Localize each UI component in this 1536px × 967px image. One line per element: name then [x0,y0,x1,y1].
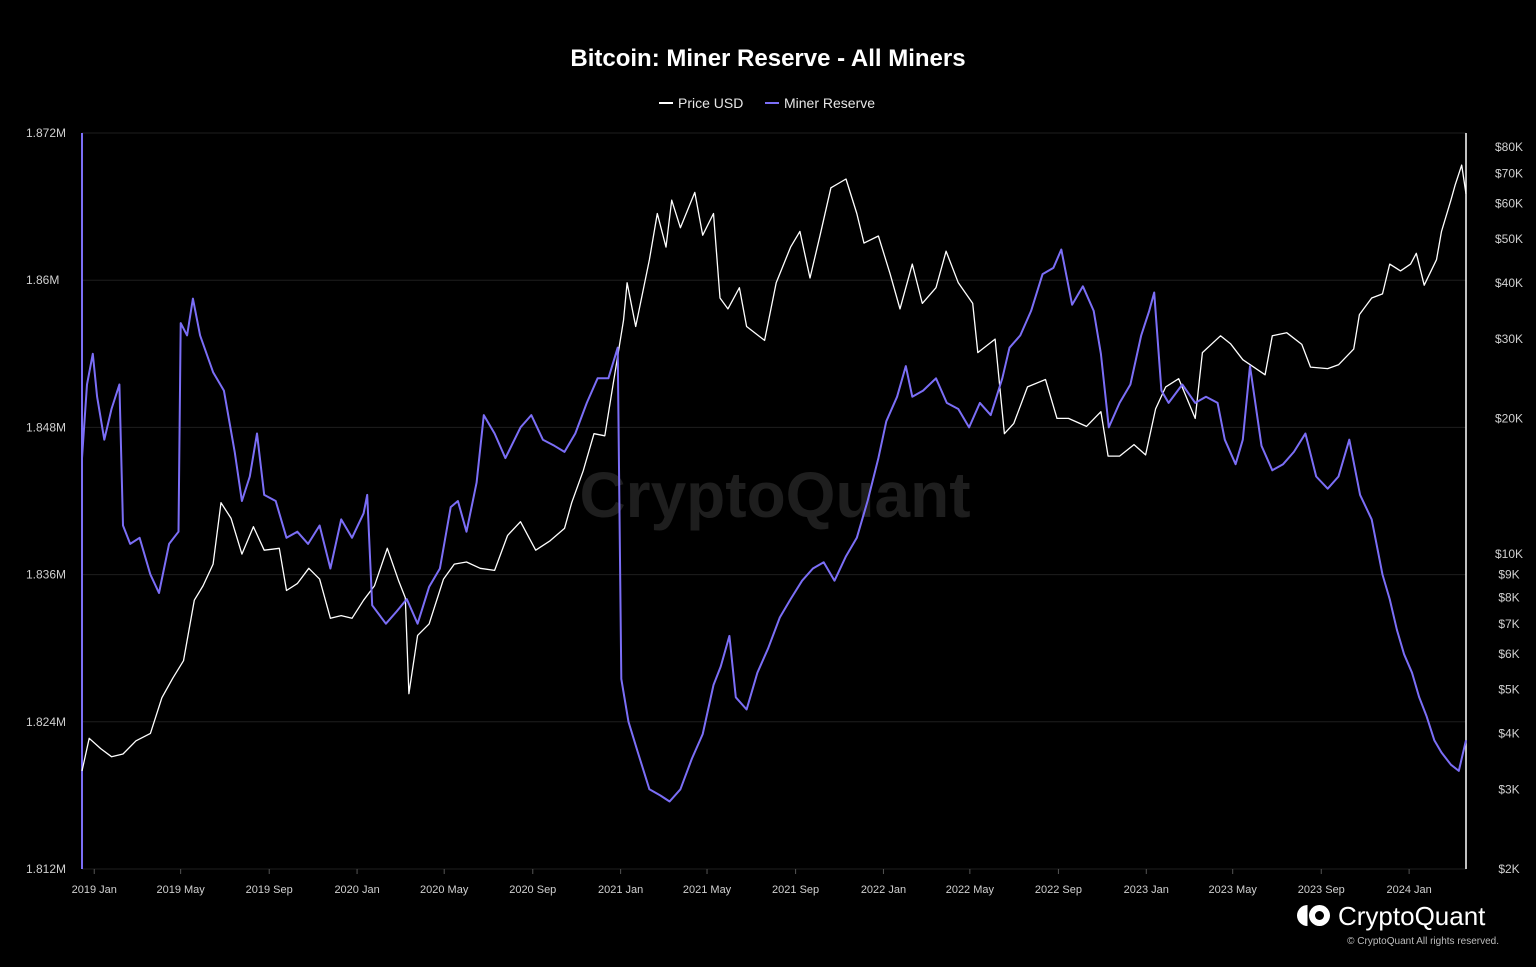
right-tick-label: $8K [1498,591,1519,605]
brand: CryptoQuant © CryptoQuant All rights res… [1297,901,1499,947]
right-tick-label: $7K [1498,617,1519,631]
x-tick-label: 2021 May [683,884,732,896]
left-tick-label: 1.812M [26,862,66,876]
x-tick-label: 2023 Jan [1124,884,1169,896]
copyright: © CryptoQuant All rights reserved. [1347,936,1499,947]
right-tick-label: $40K [1495,276,1523,290]
x-tick-label: 2023 May [1209,884,1258,896]
left-tick-label: 1.824M [26,715,66,729]
right-tick-label: $9K [1498,568,1519,582]
left-tick-label: 1.848M [26,420,66,434]
legend: Price USD Miner Reserve [659,95,875,111]
x-tick-label: 2021 Sep [772,884,819,896]
x-tick-label: 2019 Jan [72,884,117,896]
right-tick-label: $4K [1498,726,1519,740]
left-tick-label: 1.836M [26,568,66,582]
right-tick-label: $60K [1495,196,1523,210]
series-line-miner-reserve [81,248,1467,803]
series-layer [81,164,1467,803]
left-tick-label: 1.86M [26,273,59,287]
x-tick-label: 2020 May [420,884,469,896]
x-tick-label: 2020 Sep [509,884,556,896]
right-tick-label: $2K [1498,862,1519,876]
right-tick-label: $10K [1495,547,1523,561]
x-tick-label: 2023 Sep [1298,884,1345,896]
right-tick-label: $3K [1498,783,1519,797]
left-tick-label: 1.872M [26,126,66,140]
left-axis-ticks: 1.812M 1.824M 1.836M 1.848M 1.86M 1.872M [26,126,66,876]
x-tick-label: 2021 Jan [598,884,643,896]
cryptoquant-logo-icon [1297,905,1330,926]
brand-name: CryptoQuant [1338,901,1486,931]
right-tick-label: $5K [1498,683,1519,697]
x-tick-label: 2024 Jan [1386,884,1431,896]
legend-label-miner-reserve: Miner Reserve [784,95,875,111]
chart-title: Bitcoin: Miner Reserve - All Miners [570,45,965,72]
right-tick-label: $50K [1495,232,1523,246]
series-line-price-usd [81,164,1467,772]
right-tick-label: $6K [1498,647,1519,661]
right-tick-label: $20K [1495,411,1523,425]
right-tick-label: $70K [1495,166,1523,180]
x-tick-label: 2019 Sep [246,884,293,896]
right-tick-label: $80K [1495,140,1523,154]
x-axis-ticks: 2019 Jan 2019 May 2019 Sep 2020 Jan 2020 May… [72,869,1432,896]
x-tick-label: 2022 Jan [861,884,906,896]
legend-label-price: Price USD [678,95,743,111]
gridlines [82,132,1466,870]
right-axis-ticks: $2K $3K $4K $5K $6K $7K $8K $9K $10K $20K $30K $40K… [1495,140,1523,876]
x-tick-label: 2022 May [946,884,995,896]
x-tick-label: 2020 Jan [334,884,379,896]
right-tick-label: $30K [1495,332,1523,346]
watermark: CryptoQuant [579,459,970,531]
x-tick-label: 2019 May [156,884,205,896]
x-tick-label: 2022 Sep [1035,884,1082,896]
